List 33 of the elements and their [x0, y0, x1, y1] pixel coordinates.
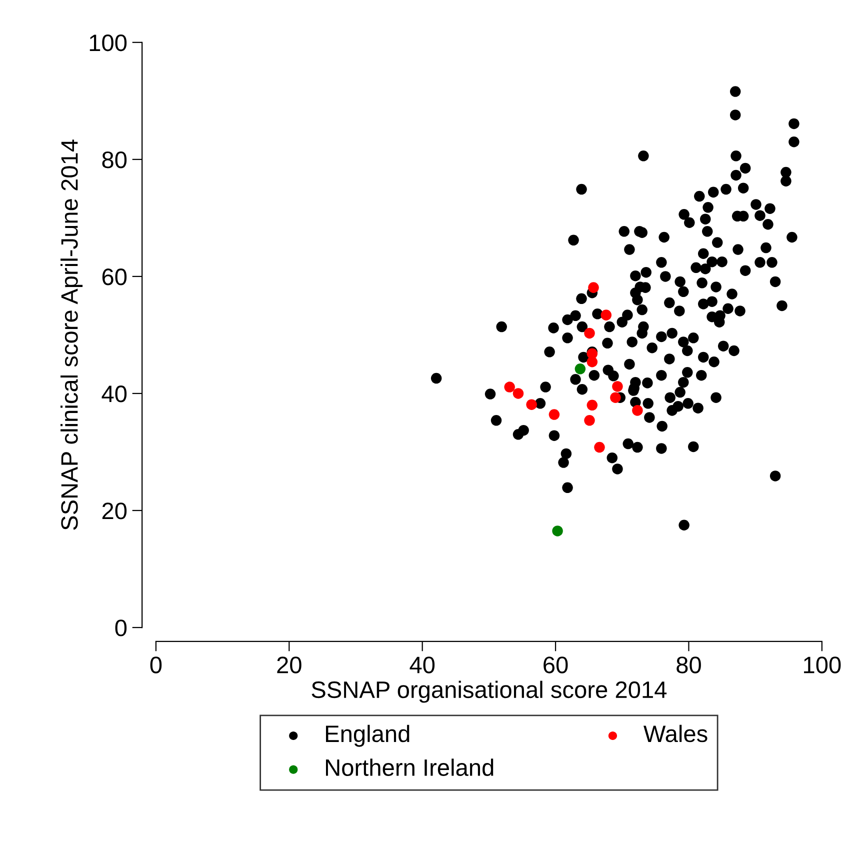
y-tick-label: 60: [102, 268, 127, 286]
x-tick-label: 60: [544, 656, 568, 674]
y-tick-label: 40: [102, 386, 127, 402]
x-tick-label: 20: [277, 656, 302, 674]
point: [632, 405, 643, 416]
x-tick-label: 0: [150, 656, 162, 674]
point: [600, 310, 612, 320]
y-axis-title: SSNAP clinical score April-June 2014: [60, 140, 83, 530]
point: [526, 399, 537, 410]
y-tick-label: 0: [115, 620, 127, 636]
legend-label: Northern Ireland: [326, 758, 494, 776]
point: [584, 415, 595, 426]
point: [552, 526, 563, 536]
x-tick-label: 80: [676, 656, 701, 674]
point: [586, 400, 598, 411]
x-axis-title: SSNAP organisational score 2014: [312, 680, 667, 703]
legend-label: Wales: [644, 724, 708, 742]
x-tick-label: 100: [804, 656, 841, 674]
legend-label: England: [326, 724, 410, 747]
point: [574, 364, 586, 374]
y-tick-label: 100: [90, 34, 127, 52]
point: [512, 388, 524, 399]
point: [584, 328, 595, 339]
point: [610, 392, 621, 403]
point: [504, 382, 515, 392]
x-tick-label: 40: [410, 656, 435, 674]
point: [612, 381, 623, 392]
point: [586, 356, 598, 368]
y-tick-label: 80: [102, 151, 127, 168]
point: [588, 282, 599, 293]
point: [594, 442, 605, 453]
y-tick-label: 20: [102, 502, 127, 520]
point: [548, 409, 560, 420]
